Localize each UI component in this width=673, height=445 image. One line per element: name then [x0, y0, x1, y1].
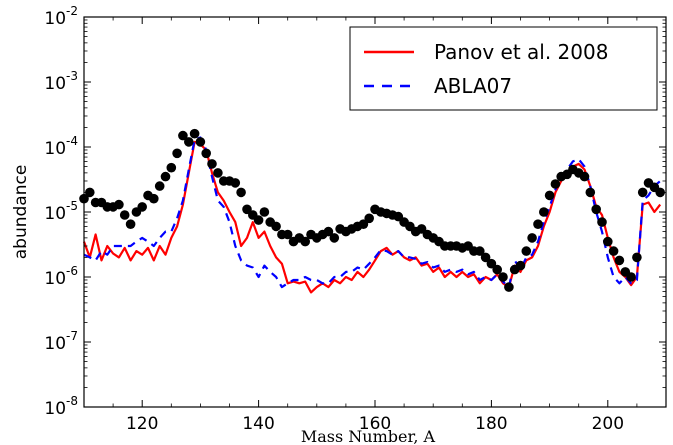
- x-tick-label-160: 160: [359, 414, 391, 434]
- data-point-190: [544, 190, 555, 201]
- markers-layer: [79, 128, 665, 292]
- legend-label-0: Panov et al. 2008: [434, 40, 608, 64]
- data-point-136: [230, 178, 241, 188]
- data-point-191: [550, 179, 561, 189]
- data-point-128: [184, 137, 194, 147]
- data-point-141: [259, 207, 270, 217]
- data-point-159: [364, 213, 375, 224]
- data-point-123: [154, 181, 165, 191]
- data-point-131: [201, 148, 211, 159]
- y-axis-label: abundance: [11, 165, 31, 260]
- x-tick-label-140: 140: [242, 414, 274, 434]
- legend: Panov et al. 2008 ABLA07: [349, 26, 658, 111]
- data-point-183: [504, 282, 514, 292]
- y-tick-label-3: 10-5: [44, 199, 78, 224]
- y-tick-label-6: 10-2: [44, 4, 78, 29]
- data-point-199: [597, 217, 607, 227]
- data-point-189: [539, 207, 549, 217]
- legend-box: [349, 26, 658, 111]
- x-tick-label-180: 180: [475, 414, 507, 434]
- x-tick-label-200: 200: [592, 414, 624, 434]
- data-point-130: [195, 137, 206, 147]
- data-point-132: [207, 159, 217, 169]
- data-point-137: [236, 187, 246, 198]
- data-point-188: [533, 219, 543, 229]
- data-point-140: [253, 215, 264, 225]
- ticks-layer: 120 140 160 180 200 10-8 10-7 10-6 10-5 10-4 10-3 1…: [44, 4, 667, 434]
- data-point-145: [282, 229, 293, 240]
- data-point-205: [632, 252, 642, 263]
- data-point-209: [655, 187, 665, 198]
- y-tick-label-1: 10-7: [44, 329, 78, 354]
- x-tick-label-120: 120: [126, 414, 158, 434]
- data-point-122: [149, 193, 159, 204]
- y-tick-label-5: 10-3: [44, 69, 78, 94]
- data-point-143: [271, 221, 281, 232]
- data-point-133: [213, 168, 223, 178]
- data-point-204: [626, 272, 636, 282]
- data-point-179: [480, 252, 491, 263]
- data-point-187: [527, 233, 537, 243]
- data-point-124: [160, 171, 171, 182]
- data-point-201: [608, 246, 619, 256]
- data-point-158: [358, 219, 369, 229]
- data-point-200: [603, 236, 613, 247]
- data-point-202: [614, 255, 625, 266]
- data-point-126: [172, 148, 182, 159]
- data-point-186: [521, 246, 532, 256]
- x-axis-label: Mass Number, A: [301, 427, 436, 445]
- data-point-120: [137, 202, 147, 212]
- data-point-182: [498, 272, 508, 282]
- data-point-148: [300, 236, 311, 247]
- data-point-111: [85, 187, 95, 198]
- data-point-116: [114, 199, 124, 210]
- data-point-118: [125, 219, 136, 229]
- data-point-152: [323, 226, 334, 237]
- data-point-178: [475, 246, 485, 256]
- data-point-206: [637, 187, 648, 198]
- data-point-180: [486, 258, 497, 269]
- data-point-127: [178, 130, 188, 141]
- data-point-198: [591, 204, 601, 215]
- data-point-185: [515, 260, 526, 271]
- legend-label-1: ABLA07: [434, 74, 512, 98]
- data-point-196: [579, 171, 590, 182]
- data-point-125: [166, 162, 177, 173]
- data-point-153: [329, 233, 340, 243]
- y-tick-label-0: 10-8: [44, 394, 78, 419]
- data-point-197: [585, 187, 596, 198]
- data-point-129: [189, 128, 200, 139]
- data-point-181: [492, 264, 503, 275]
- data-point-117: [119, 210, 130, 220]
- y-tick-label-2: 10-6: [44, 264, 78, 289]
- y-tick-label-4: 10-4: [44, 134, 78, 159]
